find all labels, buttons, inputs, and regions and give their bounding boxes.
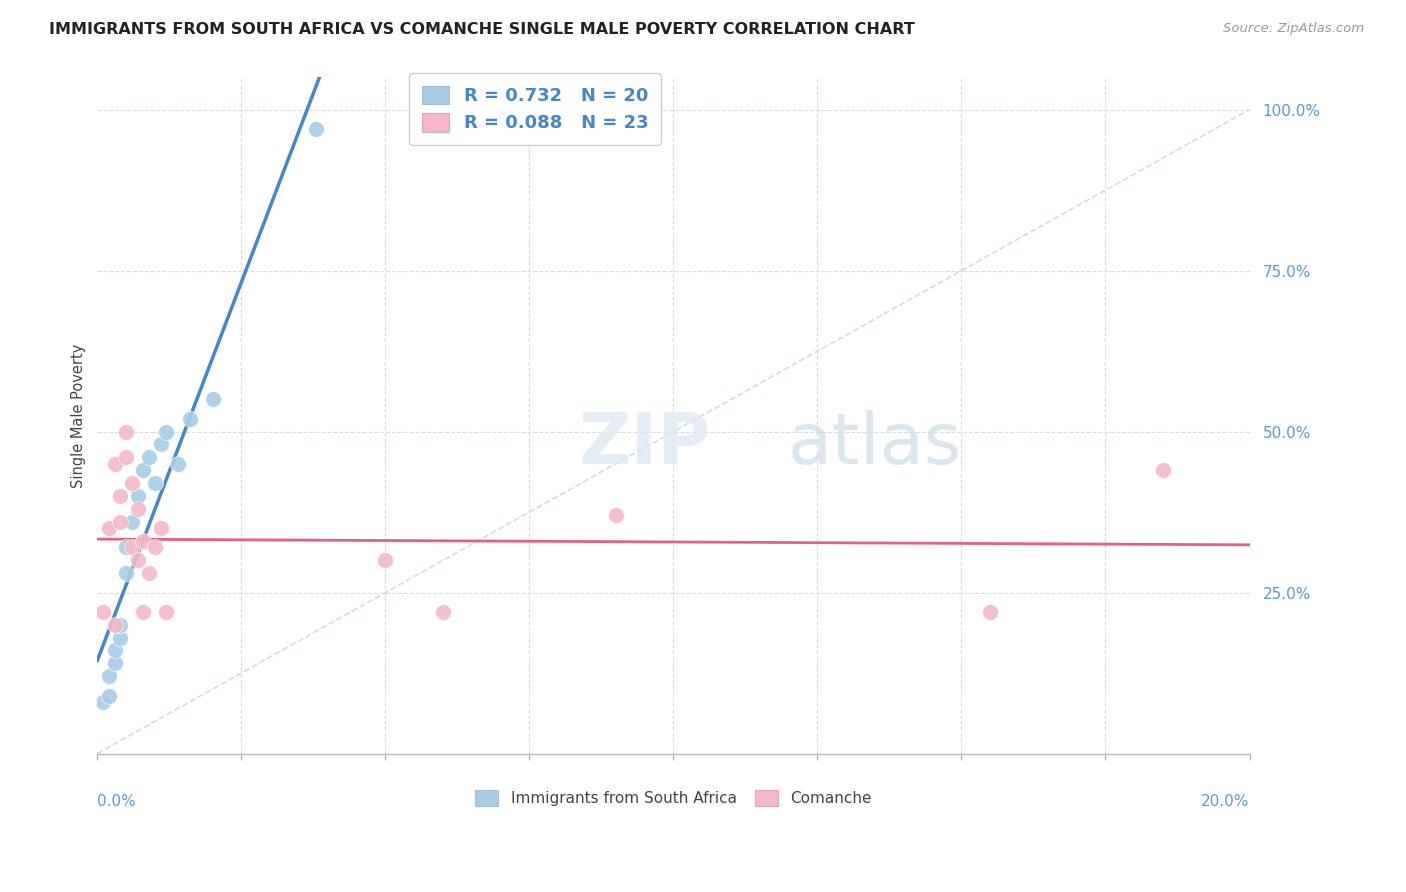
Point bbox=[110, 617, 132, 632]
Point bbox=[138, 566, 160, 581]
Point bbox=[104, 657, 127, 671]
Point bbox=[605, 508, 627, 523]
Point bbox=[167, 457, 190, 471]
Point bbox=[97, 689, 120, 703]
Legend: Immigrants from South Africa, Comanche: Immigrants from South Africa, Comanche bbox=[468, 782, 879, 814]
Point bbox=[110, 515, 132, 529]
Point bbox=[91, 695, 114, 709]
Point bbox=[115, 541, 138, 555]
Point bbox=[374, 553, 396, 567]
Text: 0.0%: 0.0% bbox=[97, 794, 136, 809]
Point bbox=[143, 541, 166, 555]
Point bbox=[110, 631, 132, 645]
Text: Source: ZipAtlas.com: Source: ZipAtlas.com bbox=[1223, 22, 1364, 36]
Point bbox=[149, 437, 172, 451]
Point bbox=[201, 392, 224, 407]
Point bbox=[115, 450, 138, 465]
Point bbox=[132, 534, 155, 549]
Point bbox=[132, 605, 155, 619]
Point bbox=[121, 476, 143, 491]
Point bbox=[121, 515, 143, 529]
Point bbox=[110, 489, 132, 503]
Point bbox=[138, 450, 160, 465]
Point bbox=[97, 669, 120, 683]
Point bbox=[432, 605, 454, 619]
Point bbox=[143, 476, 166, 491]
Point bbox=[127, 489, 149, 503]
Text: 20.0%: 20.0% bbox=[1201, 794, 1250, 809]
Point bbox=[155, 605, 177, 619]
Point bbox=[979, 605, 1001, 619]
Point bbox=[127, 501, 149, 516]
Point bbox=[132, 463, 155, 477]
Point bbox=[91, 605, 114, 619]
Point bbox=[115, 425, 138, 439]
Point bbox=[104, 617, 127, 632]
Point bbox=[179, 411, 201, 425]
Text: IMMIGRANTS FROM SOUTH AFRICA VS COMANCHE SINGLE MALE POVERTY CORRELATION CHART: IMMIGRANTS FROM SOUTH AFRICA VS COMANCHE… bbox=[49, 22, 915, 37]
Point bbox=[305, 122, 328, 136]
Point bbox=[127, 553, 149, 567]
Point bbox=[104, 643, 127, 657]
Point bbox=[155, 425, 177, 439]
Y-axis label: Single Male Poverty: Single Male Poverty bbox=[72, 343, 86, 488]
Point bbox=[104, 457, 127, 471]
Point bbox=[115, 566, 138, 581]
Text: atlas: atlas bbox=[787, 410, 962, 479]
Point bbox=[1152, 463, 1174, 477]
Point bbox=[121, 541, 143, 555]
Text: ZIP: ZIP bbox=[578, 410, 711, 479]
Point bbox=[149, 521, 172, 535]
Point bbox=[97, 521, 120, 535]
